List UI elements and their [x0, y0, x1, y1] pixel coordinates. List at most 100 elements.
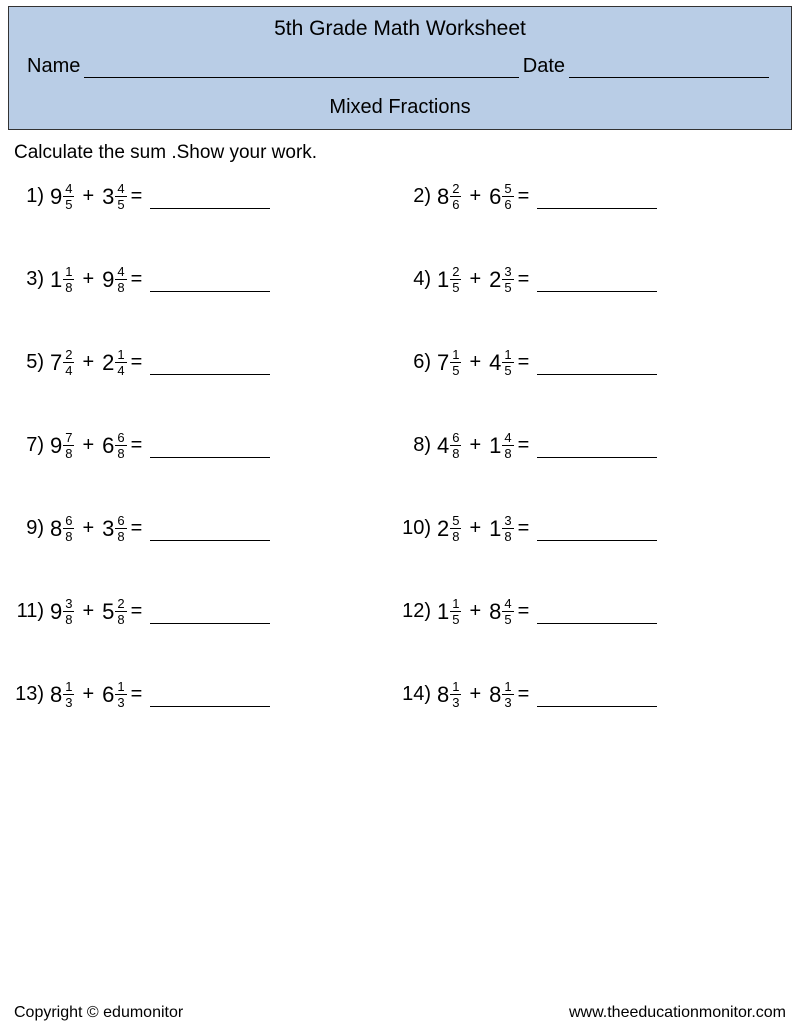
denominator: 8 [63, 445, 74, 460]
denominator: 5 [502, 611, 513, 626]
plus-operator: + [461, 683, 489, 706]
denominator: 8 [502, 528, 513, 543]
equals-sign: = [127, 185, 149, 208]
date-blank-line [569, 56, 769, 78]
numerator: 5 [450, 514, 461, 528]
worksheet-header: 5th Grade Math Worksheet Name Date Mixed… [8, 6, 792, 130]
fraction-part: 26 [450, 182, 461, 211]
fraction-part: 14 [115, 348, 126, 377]
mixed-number: 656 [489, 182, 513, 211]
fraction-part: 15 [502, 348, 513, 377]
fraction-part: 18 [63, 265, 74, 294]
denominator: 3 [115, 694, 126, 709]
problem-row: 1)945+345=2)826+656= [10, 182, 784, 211]
answer-blank-line [150, 525, 270, 541]
numerator: 2 [63, 348, 74, 362]
whole-part: 4 [489, 350, 502, 376]
numerator: 3 [502, 514, 513, 528]
fraction-part: 78 [63, 431, 74, 460]
plus-operator: + [461, 434, 489, 457]
problem-cell: 5)724+214= [10, 348, 397, 377]
whole-part: 1 [437, 267, 450, 293]
numerator: 1 [450, 597, 461, 611]
denominator: 8 [63, 611, 74, 626]
denominator: 6 [502, 196, 513, 211]
mixed-number: 668 [102, 431, 126, 460]
answer-blank-line [537, 276, 657, 292]
problem-cell: 9)868+368= [10, 514, 397, 543]
denominator: 8 [115, 445, 126, 460]
whole-part: 1 [437, 599, 450, 625]
fraction-part: 13 [63, 680, 74, 709]
problem-row: 5)724+214=6)715+415= [10, 348, 784, 377]
fraction-part: 28 [115, 597, 126, 626]
fraction-part: 58 [450, 514, 461, 543]
fraction-part: 48 [115, 265, 126, 294]
mixed-number: 115 [437, 597, 461, 626]
denominator: 5 [63, 196, 74, 211]
answer-blank-line [537, 525, 657, 541]
mixed-number: 948 [102, 265, 126, 294]
problem-number: 4) [397, 268, 437, 291]
fraction-part: 25 [450, 265, 461, 294]
name-label: Name [27, 55, 80, 78]
answer-blank-line [537, 442, 657, 458]
whole-part: 9 [50, 184, 63, 210]
numerator: 4 [502, 431, 513, 445]
whole-part: 2 [489, 267, 502, 293]
fraction-part: 13 [115, 680, 126, 709]
problem-cell: 8)468+148= [397, 431, 784, 460]
numerator: 2 [115, 597, 126, 611]
equals-sign: = [127, 683, 149, 706]
fraction-part: 68 [450, 431, 461, 460]
worksheet-title: 5th Grade Math Worksheet [9, 7, 791, 55]
denominator: 8 [63, 279, 74, 294]
instructions-text: Calculate the sum .Show your work. [0, 130, 800, 182]
fraction-part: 13 [502, 680, 513, 709]
numerator: 1 [63, 680, 74, 694]
denominator: 3 [63, 694, 74, 709]
problem-cell: 6)715+415= [397, 348, 784, 377]
mixed-number: 945 [50, 182, 74, 211]
plus-operator: + [74, 434, 102, 457]
mixed-number: 813 [437, 680, 461, 709]
denominator: 8 [502, 445, 513, 460]
denominator: 8 [115, 611, 126, 626]
denominator: 8 [115, 279, 126, 294]
problem-cell: 3)118+948= [10, 265, 397, 294]
fraction-part: 56 [502, 182, 513, 211]
whole-part: 8 [50, 682, 63, 708]
whole-part: 1 [489, 433, 502, 459]
numerator: 4 [115, 182, 126, 196]
mixed-number: 235 [489, 265, 513, 294]
plus-operator: + [74, 185, 102, 208]
mixed-number: 368 [102, 514, 126, 543]
whole-part: 9 [50, 599, 63, 625]
denominator: 6 [450, 196, 461, 211]
whole-part: 6 [489, 184, 502, 210]
problem-grid: 1)945+345=2)826+656=3)118+948=4)125+235=… [0, 182, 800, 709]
whole-part: 8 [437, 184, 450, 210]
equals-sign: = [127, 517, 149, 540]
numerator: 1 [450, 348, 461, 362]
fraction-part: 45 [502, 597, 513, 626]
problem-cell: 14)813+813= [397, 680, 784, 709]
whole-part: 9 [102, 267, 115, 293]
answer-blank-line [537, 193, 657, 209]
problem-number: 1) [10, 185, 50, 208]
denominator: 5 [502, 362, 513, 377]
whole-part: 2 [102, 350, 115, 376]
answer-blank-line [150, 691, 270, 707]
problem-row: 9)868+368=10)258+138= [10, 514, 784, 543]
worksheet-subtitle: Mixed Fractions [9, 88, 791, 129]
numerator: 6 [115, 514, 126, 528]
mixed-number: 868 [50, 514, 74, 543]
mixed-number: 938 [50, 597, 74, 626]
problem-row: 7)978+668=8)468+148= [10, 431, 784, 460]
numerator: 3 [502, 265, 513, 279]
answer-blank-line [537, 691, 657, 707]
numerator: 6 [115, 431, 126, 445]
problem-number: 11) [10, 600, 50, 623]
fraction-part: 45 [115, 182, 126, 211]
problem-cell: 7)978+668= [10, 431, 397, 460]
